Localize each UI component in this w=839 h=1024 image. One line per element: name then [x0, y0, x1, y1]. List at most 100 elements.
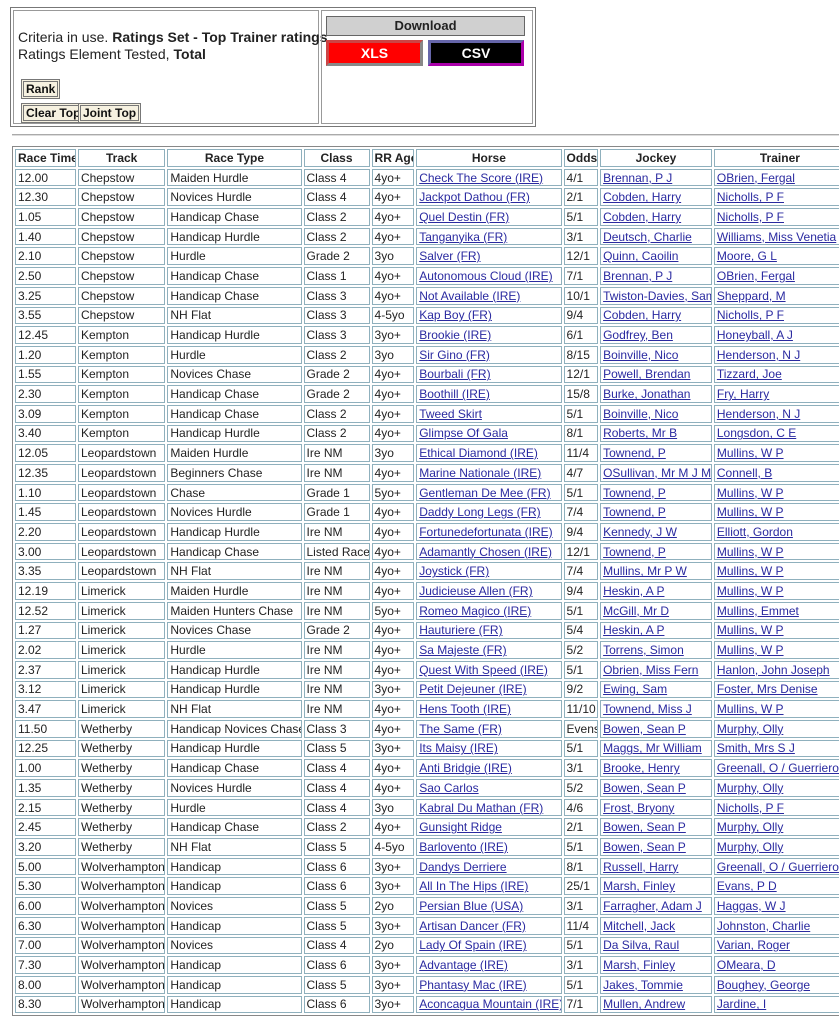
- trainer-link[interactable]: Nicholls, P F: [716, 308, 784, 323]
- horse-link[interactable]: Kabral Du Mathan (FR): [419, 800, 544, 815]
- horse-link[interactable]: Brookie (IRE): [419, 328, 492, 343]
- trainer-link[interactable]: Mullins, W P: [716, 702, 784, 717]
- trainer-link[interactable]: Foster, Mrs Denise: [716, 682, 818, 697]
- jockey-link[interactable]: Bowen, Sean P: [603, 721, 686, 736]
- horse-link[interactable]: Daddy Long Legs (FR): [419, 505, 541, 520]
- jockey-link[interactable]: Cobden, Harry: [603, 308, 682, 323]
- horse-link[interactable]: Marine Nationale (IRE): [419, 465, 542, 480]
- jockey-link[interactable]: Roberts, Mr B: [603, 426, 678, 441]
- horse-link[interactable]: Barlovento (IRE): [419, 839, 508, 854]
- horse-link[interactable]: Check The Score (IRE): [419, 170, 544, 185]
- horse-link[interactable]: Ethical Diamond (IRE): [419, 446, 538, 461]
- jockey-link[interactable]: Townend, P: [603, 485, 666, 500]
- trainer-link[interactable]: Hanlon, John Joseph: [716, 662, 830, 677]
- trainer-link[interactable]: OBrien, Fergal: [716, 268, 795, 283]
- jockey-link[interactable]: Burke, Jonathan: [603, 387, 691, 402]
- jockey-link[interactable]: Jakes, Tommie: [603, 977, 683, 992]
- horse-link[interactable]: Boothill (IRE): [419, 387, 490, 402]
- horse-link[interactable]: Jackpot Dathou (FR): [419, 190, 530, 205]
- jockey-link[interactable]: Ewing, Sam: [603, 682, 668, 697]
- jockey-link[interactable]: Torrens, Simon: [603, 643, 684, 658]
- horse-link[interactable]: Adamantly Chosen (IRE): [419, 544, 552, 559]
- horse-link[interactable]: Autonomous Cloud (IRE): [419, 268, 553, 283]
- horse-link[interactable]: Salver (FR): [419, 249, 481, 264]
- trainer-link[interactable]: Honeyball, A J: [716, 328, 793, 343]
- jockey-link[interactable]: Heskin, A P: [603, 583, 665, 598]
- trainer-link[interactable]: Haggas, W J: [716, 898, 786, 913]
- trainer-link[interactable]: Murphy, Olly: [716, 780, 784, 795]
- horse-link[interactable]: Judicieuse Allen (FR): [419, 583, 533, 598]
- csv-button[interactable]: CSV: [428, 40, 524, 66]
- horse-link[interactable]: Glimpse Of Gala: [419, 426, 508, 441]
- rank-button[interactable]: Rank: [21, 79, 61, 99]
- jockey-link[interactable]: Townend, Miss J: [603, 702, 692, 717]
- horse-link[interactable]: Sir Gino (FR): [419, 347, 490, 362]
- jockey-link[interactable]: Bowen, Sean P: [603, 780, 686, 795]
- jockey-link[interactable]: Townend, P: [603, 446, 666, 461]
- trainer-link[interactable]: Greenall, O / Guerriero, J: [716, 859, 839, 874]
- horse-link[interactable]: Fortunedefortunata (IRE): [419, 524, 553, 539]
- jockey-link[interactable]: Powell, Brendan: [603, 367, 691, 382]
- horse-link[interactable]: Hens Tooth (IRE): [419, 702, 512, 717]
- trainer-link[interactable]: Connell, B: [716, 465, 773, 480]
- jockey-link[interactable]: Marsh, Finley: [603, 958, 676, 973]
- trainer-link[interactable]: Tizzard, Joe: [716, 367, 782, 382]
- trainer-link[interactable]: Longsdon, C E: [716, 426, 797, 441]
- horse-link[interactable]: Kap Boy (FR): [419, 308, 492, 323]
- horse-link[interactable]: Sao Carlos: [419, 780, 479, 795]
- jockey-link[interactable]: Brooke, Henry: [603, 761, 680, 776]
- trainer-link[interactable]: Nicholls, P F: [716, 209, 784, 224]
- jockey-link[interactable]: Heskin, A P: [603, 623, 665, 638]
- jockey-link[interactable]: Brennan, P J: [603, 268, 673, 283]
- horse-link[interactable]: All In The Hips (IRE): [419, 879, 529, 894]
- jockey-link[interactable]: Bowen, Sean P: [603, 839, 686, 854]
- trainer-link[interactable]: Boughey, George: [716, 977, 811, 992]
- trainer-link[interactable]: Henderson, N J: [716, 347, 801, 362]
- trainer-link[interactable]: Greenall, O / Guerriero, J: [716, 761, 839, 776]
- trainer-link[interactable]: Nicholls, P F: [716, 190, 784, 205]
- jockey-link[interactable]: Farragher, Adam J: [603, 898, 702, 913]
- jockey-link[interactable]: Bowen, Sean P: [603, 820, 686, 835]
- horse-link[interactable]: Petit Dejeuner (IRE): [419, 682, 527, 697]
- horse-link[interactable]: Tanganyika (FR): [419, 229, 508, 244]
- trainer-link[interactable]: Jardine, I: [716, 997, 767, 1012]
- jockey-link[interactable]: Russell, Harry: [603, 859, 679, 874]
- trainer-link[interactable]: Mullins, W P: [716, 564, 784, 579]
- jockey-link[interactable]: Mullins, Mr P W: [603, 564, 687, 579]
- jockey-link[interactable]: Cobden, Harry: [603, 209, 682, 224]
- trainer-link[interactable]: Johnston, Charlie: [716, 918, 811, 933]
- joint-top-button[interactable]: Joint Top: [78, 103, 142, 123]
- jockey-link[interactable]: Maggs, Mr William: [603, 741, 702, 756]
- horse-link[interactable]: Bourbali (FR): [419, 367, 491, 382]
- trainer-link[interactable]: Moore, G L: [716, 249, 777, 264]
- horse-link[interactable]: Quest With Speed (IRE): [419, 662, 548, 677]
- horse-link[interactable]: Romeo Magico (IRE): [419, 603, 532, 618]
- trainer-link[interactable]: Murphy, Olly: [716, 820, 784, 835]
- jockey-link[interactable]: Mullen, Andrew: [603, 997, 686, 1012]
- jockey-link[interactable]: Frost, Bryony: [603, 800, 675, 815]
- jockey-link[interactable]: Obrien, Miss Fern: [603, 662, 699, 677]
- jockey-link[interactable]: OSullivan, Mr M J M: [603, 465, 712, 480]
- horse-link[interactable]: Quel Destin (FR): [419, 209, 510, 224]
- horse-link[interactable]: Artisan Dancer (FR): [419, 918, 526, 933]
- jockey-link[interactable]: Godfrey, Ben: [603, 328, 673, 343]
- trainer-link[interactable]: Fry, Harry: [716, 387, 770, 402]
- trainer-link[interactable]: Mullins, W P: [716, 623, 784, 638]
- horse-link[interactable]: Sa Majeste (FR): [419, 643, 507, 658]
- trainer-link[interactable]: Mullins, W P: [716, 485, 784, 500]
- trainer-link[interactable]: Mullins, W P: [716, 544, 784, 559]
- jockey-link[interactable]: Brennan, P J: [603, 170, 673, 185]
- trainer-link[interactable]: OBrien, Fergal: [716, 170, 795, 185]
- horse-link[interactable]: Its Maisy (IRE): [419, 741, 498, 756]
- trainer-link[interactable]: Mullins, W P: [716, 583, 784, 598]
- jockey-link[interactable]: Kennedy, J W: [603, 524, 677, 539]
- horse-link[interactable]: Joystick (FR): [419, 564, 490, 579]
- trainer-link[interactable]: Mullins, Emmet: [716, 603, 799, 618]
- trainer-link[interactable]: Williams, Miss Venetia: [716, 229, 837, 244]
- jockey-link[interactable]: Cobden, Harry: [603, 190, 682, 205]
- jockey-link[interactable]: Townend, P: [603, 544, 666, 559]
- trainer-link[interactable]: OMeara, D: [716, 958, 776, 973]
- horse-link[interactable]: Gunsight Ridge: [419, 820, 502, 835]
- horse-link[interactable]: Anti Bridgie (IRE): [419, 761, 512, 776]
- horse-link[interactable]: Persian Blue (USA): [419, 898, 524, 913]
